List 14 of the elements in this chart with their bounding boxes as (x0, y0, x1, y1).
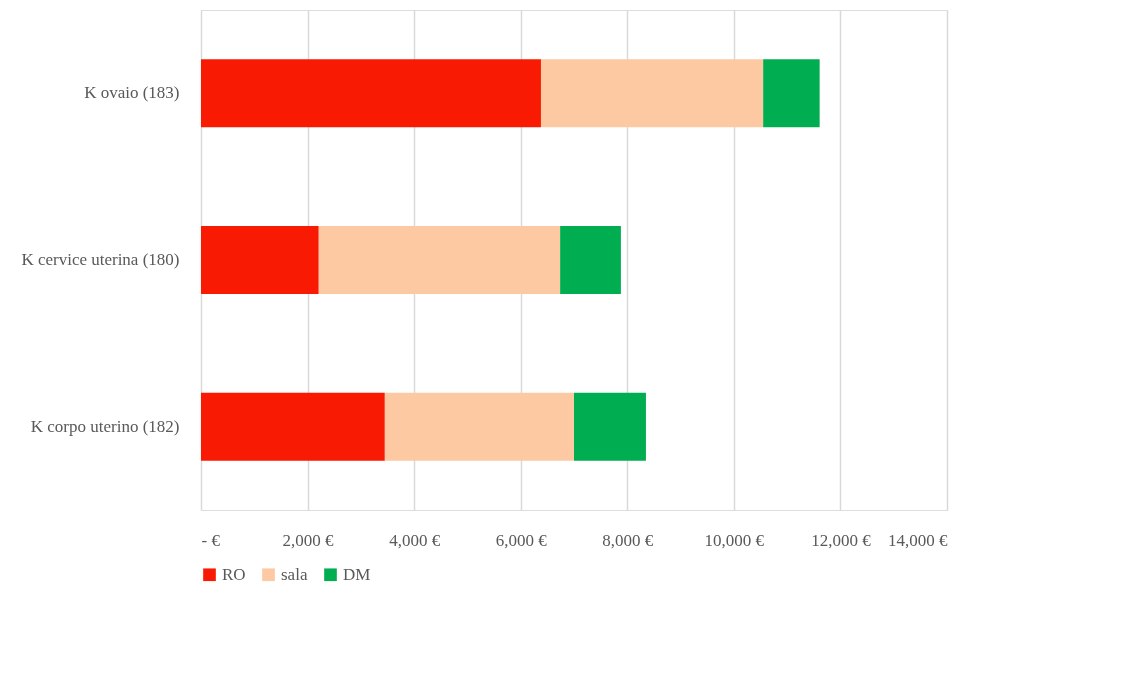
y-tick-label: K ovaio (183) (84, 83, 180, 103)
y-tick-label: K corpo uterino (182) (30, 416, 180, 436)
x-tick-label: 14,000 € (888, 530, 948, 550)
legend-label: sala (281, 564, 308, 584)
x-tick-label: 12,000 € (811, 530, 872, 550)
x-tick-label: 2,000 € (282, 530, 335, 550)
legend-label: DM (343, 564, 371, 584)
x-tick-label: 8,000 € (602, 530, 654, 550)
x-tick-label: - € (201, 530, 221, 550)
x-tick-label: 4,000 € (389, 530, 441, 550)
x-tick-label: 6,000 € (495, 530, 548, 550)
x-tick-label: 10,000 € (704, 530, 765, 550)
legend-label: RO (222, 564, 246, 584)
y-tick-label: K cervice uterina (180) (21, 250, 180, 269)
